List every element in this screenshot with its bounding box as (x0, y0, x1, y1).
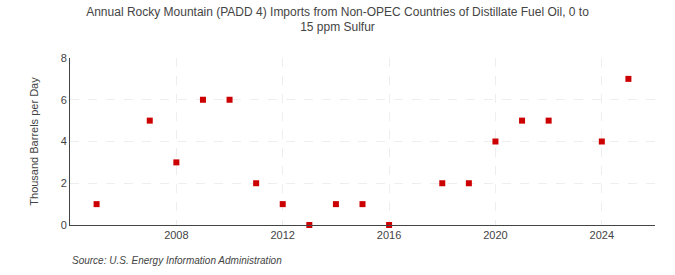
svg-text:2012: 2012 (270, 229, 294, 241)
svg-text:Thousand Barrels per Day: Thousand Barrels per Day (28, 77, 40, 206)
svg-text:2020: 2020 (483, 229, 507, 241)
svg-text:2: 2 (61, 177, 67, 189)
svg-text:8: 8 (61, 52, 67, 64)
svg-text:2016: 2016 (377, 229, 401, 241)
svg-text:Source: U.S. Energy Informatio: Source: U.S. Energy Information Administ… (72, 255, 282, 266)
svg-text:2024: 2024 (590, 229, 614, 241)
svg-text:2008: 2008 (164, 229, 188, 241)
svg-text:Annual Rocky Mountain (PADD 4): Annual Rocky Mountain (PADD 4) Imports f… (86, 5, 589, 35)
svg-text:0: 0 (61, 219, 67, 231)
svg-text:4: 4 (61, 135, 67, 147)
svg-text:6: 6 (61, 94, 67, 106)
